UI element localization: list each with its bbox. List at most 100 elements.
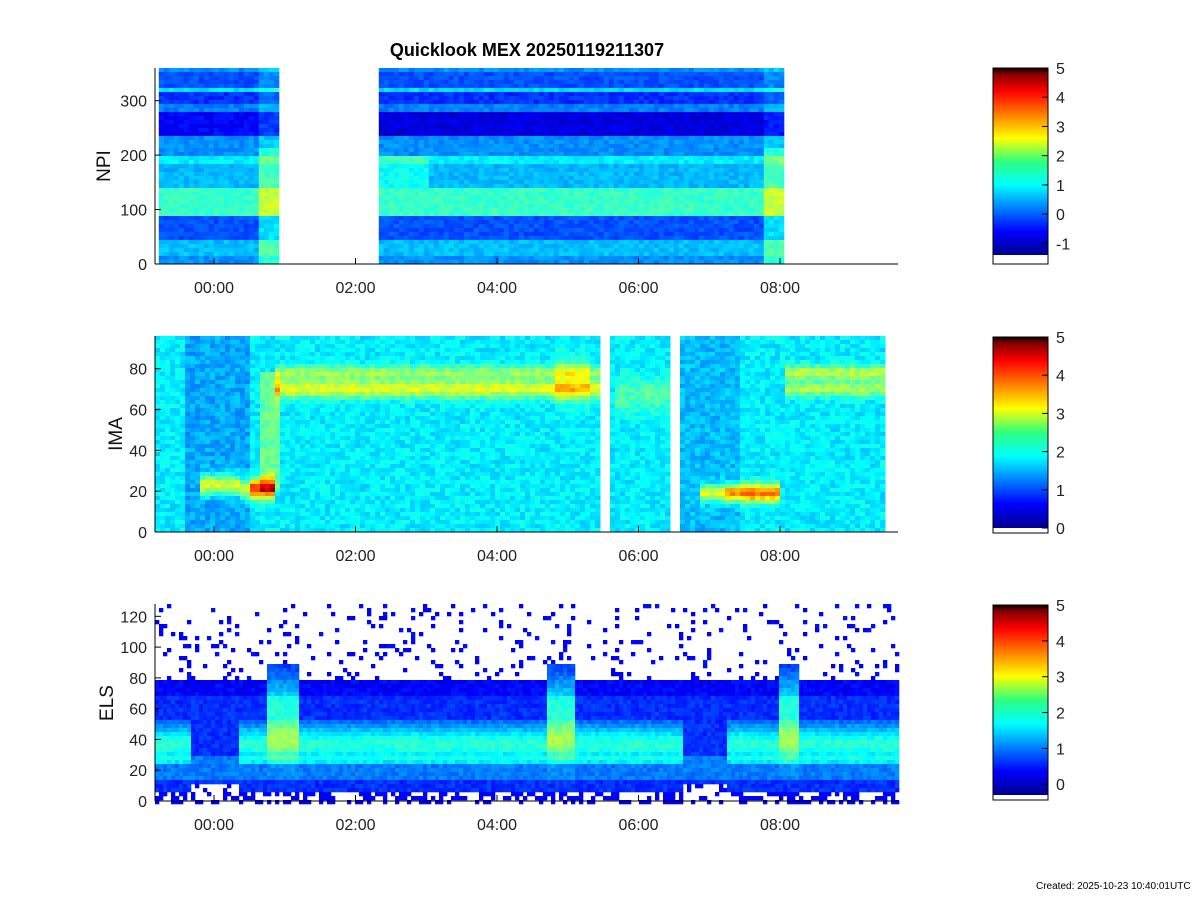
npi-cell (623, 104, 630, 109)
npi-cell (198, 132, 205, 137)
npi-cell (718, 172, 725, 177)
npi-cell (618, 172, 625, 177)
npi-cell (413, 236, 420, 241)
npi-cell (178, 224, 185, 229)
npi-cell (458, 212, 465, 217)
npi-cell (738, 212, 745, 217)
npi-cell (198, 212, 205, 217)
npi-cell (678, 96, 685, 101)
npi-cell (558, 88, 565, 93)
npi-cell (413, 148, 420, 153)
npi-cell (638, 68, 645, 73)
npi-cell (758, 228, 765, 233)
npi-cell (568, 104, 575, 109)
npi-cell (613, 184, 620, 189)
npi-cell (518, 240, 525, 245)
npi-cell (763, 176, 770, 181)
npi-cell (723, 144, 730, 149)
npi-cell (573, 204, 580, 209)
npi-cell (508, 184, 515, 189)
npi-cell (208, 88, 215, 93)
npi-cell (618, 176, 625, 181)
npi-cell (543, 68, 550, 73)
npi-cell (458, 144, 465, 149)
npi-cell (563, 140, 570, 145)
npi-cell (558, 72, 565, 77)
npi-cell (468, 68, 475, 73)
npi-cell (213, 212, 220, 217)
npi-cell (608, 208, 615, 213)
npi-cell (383, 212, 390, 217)
npi-cell (413, 204, 420, 209)
npi-cell (443, 192, 450, 197)
npi-cell (518, 164, 525, 169)
npi-cell (503, 148, 510, 153)
npi-cell (733, 236, 740, 241)
npi-cell (738, 124, 745, 129)
npi-cell (473, 152, 480, 157)
npi-cell (563, 148, 570, 153)
npi-cell (688, 200, 695, 205)
npi-cell (708, 156, 715, 161)
npi-cell (658, 204, 665, 209)
npi-cell (563, 128, 570, 133)
npi-cell (248, 204, 255, 209)
npi-cell (553, 116, 560, 121)
npi-cell (393, 216, 400, 221)
npi-cell (273, 216, 280, 221)
npi-cell (568, 68, 575, 73)
npi-cell (403, 172, 410, 177)
npi-cell (688, 108, 695, 113)
npi-cell (493, 168, 500, 173)
npi-cell (583, 84, 590, 89)
npi-cell (683, 100, 690, 105)
npi-cell (703, 124, 710, 129)
npi-cell (508, 232, 515, 237)
npi-cell (613, 132, 620, 137)
npi-cell (478, 204, 485, 209)
npi-cell (228, 80, 235, 85)
npi-cell (578, 144, 585, 149)
npi-cell (418, 244, 425, 249)
npi-cell (568, 232, 575, 237)
npi-cell (503, 168, 510, 173)
npi-cell (433, 120, 440, 125)
npi-cell (568, 176, 575, 181)
npi-cell (533, 152, 540, 157)
npi-cell (593, 168, 600, 173)
npi-cell (623, 112, 630, 117)
npi-cell (538, 256, 545, 261)
npi-cell (158, 256, 165, 261)
npi-cell (548, 240, 555, 245)
npi-cell (678, 128, 685, 133)
npi-cell (548, 212, 555, 217)
npi-cell (218, 204, 225, 209)
npi-cell (668, 200, 675, 205)
npi-cell (663, 140, 670, 145)
npi-cell (453, 188, 460, 193)
npi-cell (628, 164, 635, 169)
npi-cell (163, 232, 170, 237)
npi-cell (638, 140, 645, 145)
npi-cell (573, 156, 580, 161)
npi-cell (413, 92, 420, 97)
npi-cell (488, 124, 495, 129)
npi-cell (468, 228, 475, 233)
npi-cell (233, 88, 240, 93)
npi-cell (528, 180, 535, 185)
npi-cell (708, 128, 715, 133)
npi-cell (423, 188, 430, 193)
npi-cell (403, 140, 410, 145)
npi-cell (218, 236, 225, 241)
npi-cell (708, 192, 715, 197)
npi-cell (173, 120, 180, 125)
npi-cell (623, 208, 630, 213)
npi-cell (643, 88, 650, 93)
npi-cell (458, 76, 465, 81)
npi-cell (433, 92, 440, 97)
npi-cell (503, 80, 510, 85)
npi-cell (498, 220, 505, 225)
npi-cell (753, 200, 760, 205)
npi-cell (578, 208, 585, 213)
npi-cell (728, 72, 735, 77)
